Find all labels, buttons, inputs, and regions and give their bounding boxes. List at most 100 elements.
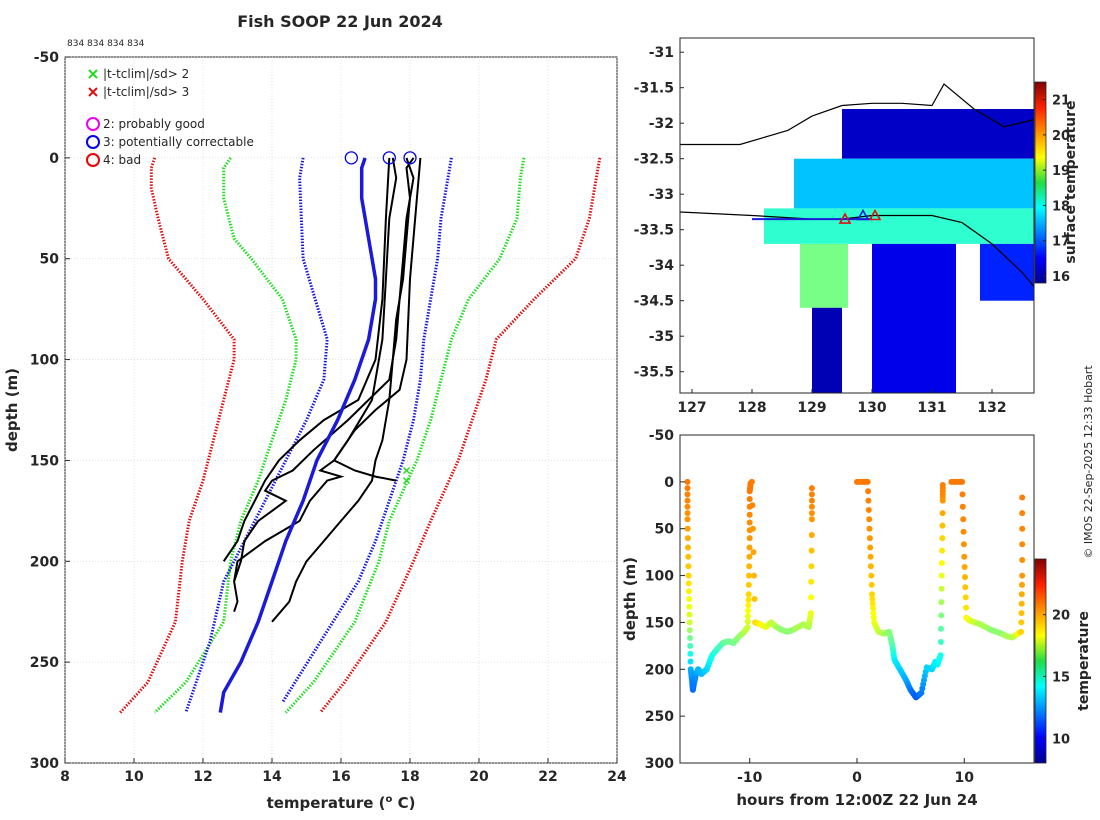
temperature-colorbar [1034,558,1047,764]
time-depth-xtick-label: 10 [955,770,975,786]
cast-point [685,544,691,551]
cast-point [866,516,873,523]
chart-title: Fish SOOP 22 Jun 2024 [237,12,443,31]
sst-colorbar [1034,81,1047,284]
time-depth-ytick-label: 300 [645,756,674,772]
cast-point [808,510,815,517]
cast-point [685,580,692,587]
cast-point [685,563,692,570]
sst-colorbar-tick-label: 19 [1052,164,1070,179]
cast-point [749,502,756,509]
profile-ytick-label: 300 [30,756,59,772]
cast-point [866,535,873,542]
cast-point [1019,581,1025,588]
cast-point [684,535,691,542]
cast-point [687,635,693,641]
cast-point [808,497,815,504]
cast-point [1018,619,1025,626]
profile-line [271,157,415,623]
clim-line [119,157,236,714]
cast-point [1019,572,1026,579]
front-line [680,211,1034,287]
cast-point [686,611,693,618]
cast-point [686,619,693,626]
time-depth-ytick-label: 250 [645,709,674,725]
map-ytick-label: -34.5 [634,294,674,310]
sst-colorbar-tick-label: 18 [1052,199,1070,214]
station-marker [856,208,870,221]
time-depth-xlabel: hours from 12:00Z 22 Jun 24 [736,791,977,809]
map-ytick-label: -35 [649,329,674,345]
cast-point [962,594,969,601]
cast-point [684,510,691,517]
cast-point [744,613,751,620]
cast-point [746,519,753,526]
outlier-marker [403,466,411,475]
cast-point [938,599,945,606]
sst-colorbar-tick-label: 17 [1052,235,1070,250]
cast-point [808,491,815,498]
cast-point [939,535,946,542]
profile-xtick-label: 10 [124,769,144,785]
legend-label: 3: potentially correctable [103,135,254,149]
cast-point [807,610,814,617]
cast-point [961,564,968,570]
time-depth-ytick-label: 50 [655,522,675,538]
cast-point [1019,525,1026,532]
cast-point [808,503,815,510]
qc-flag-marker [382,151,396,165]
cast-point [749,525,756,532]
time-depth-ytick-label: 100 [645,569,674,585]
cast-point [746,511,753,518]
cast-point [745,607,752,614]
map-ytick-label: -35.5 [634,365,674,381]
time-depth-ytick-label: 150 [645,615,674,631]
sst-cell-block [980,243,1034,301]
profile-ytick-label: 100 [30,353,59,369]
cast-point [939,482,946,488]
cast-point [751,572,757,579]
temperature-colorbar-tick-label: 15 [1052,670,1070,685]
cast-point [869,600,876,607]
cast-point [746,544,753,551]
cast-point [959,478,966,485]
legend-circle-marker [86,153,100,167]
cast-point [684,497,691,504]
profile-ytick-label: 50 [40,252,60,268]
map-data [680,83,1034,393]
cast-point [744,624,751,631]
sst-cell-block [872,243,956,393]
sst-cell-block [794,158,1034,209]
profile-xtick-label: 18 [400,769,419,785]
map-xtick-label: 131 [917,400,946,416]
time-depth-ytick-label: 200 [645,662,674,678]
cast-point [808,594,815,601]
legend-circle-marker [86,135,100,149]
sst-cell-block [764,208,1034,244]
cast-point [1019,494,1026,501]
cast-point [866,525,873,532]
map-xtick-label: 132 [977,400,1006,416]
map-xtick-label: 130 [857,400,886,416]
cast-point [939,522,946,529]
cast-point [746,563,753,570]
profile-xtick-label: 14 [262,769,282,785]
profile-xlabel: temperature (o C) [267,794,416,812]
cast-point [938,612,945,619]
profile-xtick-label: 16 [331,769,350,785]
clim-line [284,157,526,714]
cast-point [937,639,944,645]
map-ticks: 127 128 129 130 131 132 -31 -31.5 -32 -32.5 -33 -33… [634,45,1007,416]
cast-point [745,591,752,598]
map-xtick-label: 129 [797,400,826,416]
sst-colorbar-label: surface temperature [1063,100,1079,263]
sst-cell-block [800,243,848,308]
profile-panel: 8 10 12 14 16 18 20 22 24 -50 0 50 100 150 200 250 300 t… [3,50,627,812]
profile-line [222,157,391,562]
credit-text: © IMOS 22-Sep-2025 12:33 Hobart [1082,365,1095,559]
profile-legend: |t-tclim|/sd> 2 |t-tclim|/sd> 3 2: probabl… [86,67,254,167]
cast-point [938,560,945,567]
profile-ytick-label: 150 [30,453,59,469]
